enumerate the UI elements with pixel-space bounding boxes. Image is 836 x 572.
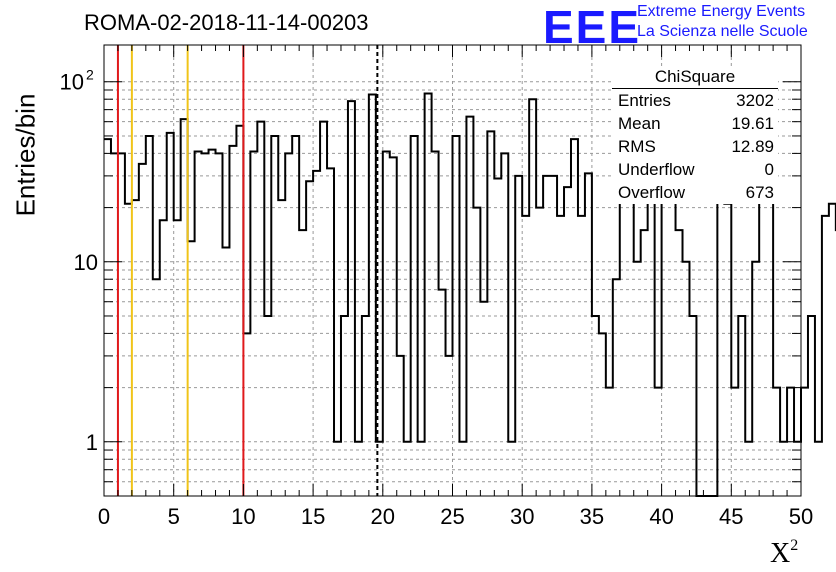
x-tick-label: 15 bbox=[301, 504, 325, 529]
stats-label: Entries bbox=[618, 91, 671, 110]
stats-row: Overflow 673 bbox=[612, 181, 778, 204]
logo-line-1: Extreme Energy Events bbox=[637, 3, 806, 20]
histogram-series bbox=[104, 92, 836, 497]
y-tick-exponent: 2 bbox=[86, 67, 94, 83]
histogram-line bbox=[104, 92, 836, 497]
eee-logo: EEE bbox=[543, 1, 642, 53]
x-axis-label: X2 bbox=[770, 537, 798, 570]
x-tick-label: 50 bbox=[789, 504, 813, 529]
stats-value: 19.61 bbox=[731, 114, 774, 133]
x-tick-label: 30 bbox=[510, 504, 534, 529]
x-axis-label-text: X bbox=[770, 538, 791, 569]
x-tick-label: 25 bbox=[440, 504, 464, 529]
stats-label: Underflow bbox=[618, 160, 695, 179]
stats-label: Overflow bbox=[618, 183, 686, 202]
y-tick-label: 1 bbox=[86, 430, 98, 455]
reference-lines bbox=[116, 45, 379, 496]
y-tick-label: 10 bbox=[74, 250, 98, 275]
x-axis-label-superscript: 2 bbox=[790, 537, 799, 554]
y-tick-label: 10 bbox=[60, 70, 84, 95]
stats-row: Underflow 0 bbox=[612, 158, 778, 181]
stats-box: ChiSquare Entries 3202 Mean 19.61 RMS 12.89… bbox=[612, 66, 778, 204]
stats-title: ChiSquare bbox=[654, 67, 736, 86]
x-tick-label: 5 bbox=[168, 504, 180, 529]
x-tick-label: 0 bbox=[98, 504, 110, 529]
chart-title: ROMA-02-2018-11-14-00203 bbox=[84, 10, 369, 35]
y-axis-label-box: Entries/bin bbox=[6, 94, 46, 217]
x-tick-label: 20 bbox=[371, 504, 395, 529]
stats-label: Mean bbox=[618, 114, 661, 133]
stats-value: 673 bbox=[745, 183, 774, 202]
x-tick-label: 45 bbox=[719, 504, 743, 529]
x-tick-label: 35 bbox=[580, 504, 604, 529]
stats-row: Mean 19.61 bbox=[612, 112, 778, 135]
x-tick-label: 10 bbox=[231, 504, 255, 529]
stats-value: 12.89 bbox=[731, 137, 774, 156]
y-axis-label: Entries/bin bbox=[10, 93, 41, 217]
x-axis-ticks: 0 5 10 15 20 25 30 35 40 45 50 bbox=[98, 45, 813, 529]
stats-value: 3202 bbox=[736, 91, 774, 110]
stats-row: RMS 12.89 bbox=[612, 135, 778, 158]
x-tick-label: 40 bbox=[649, 504, 673, 529]
stats-label: RMS bbox=[618, 137, 656, 156]
stats-row: Entries 3202 bbox=[612, 89, 778, 112]
logo-line-2: La Scienza nelle Scuole bbox=[637, 23, 808, 40]
stats-separator bbox=[612, 88, 778, 89]
stats-value: 0 bbox=[764, 160, 774, 179]
